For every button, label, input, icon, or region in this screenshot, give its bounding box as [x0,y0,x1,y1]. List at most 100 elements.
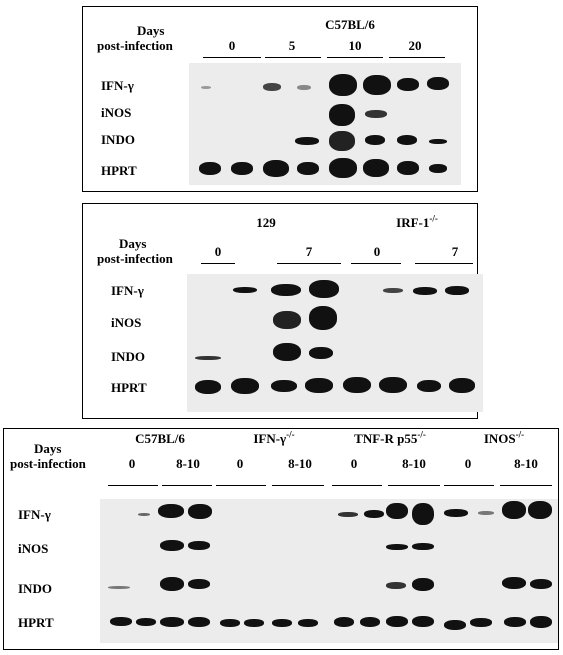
gene-label: INDO [101,132,135,147]
day-underline [327,57,383,58]
blot-band [412,616,434,627]
blot-band [386,544,408,550]
blot-band [445,286,469,295]
days-label-sub: post-infection [97,38,173,53]
day-underline [388,485,440,486]
blot-band [444,509,468,517]
blot-band [231,378,259,394]
blot-band [233,287,257,293]
blot-band [220,619,240,627]
gene-label: iNOS [111,315,142,330]
blot-band [530,579,552,589]
strain-label: IRF-1-/- [396,213,438,230]
blot-band [329,158,357,178]
blot-band [334,617,354,627]
blot-band [397,161,419,175]
blot-band [295,137,319,145]
blot-band [386,582,406,589]
blot-band [397,135,417,145]
blot-band [478,511,494,515]
blot-band [329,74,357,96]
days-label-sub: post-infection [10,456,86,471]
blot-band [108,586,130,589]
day-label: 0 [350,456,358,471]
blot-band [309,280,339,298]
day-label: 8-10 [288,456,312,471]
day-label: 0 [236,456,244,471]
blot-band [413,287,437,295]
blot-band [329,104,355,126]
blot-band [427,77,449,90]
blot-band [528,501,552,519]
blot-band [412,503,434,525]
blot-band [271,380,297,392]
day-underline [203,57,261,58]
blot-band [363,75,391,95]
day-underline [201,263,235,264]
day-label: 0 [128,456,136,471]
gene-label: HPRT [18,615,54,630]
blot-band [329,131,355,151]
blot-band [305,378,333,393]
day-label: 10 [348,38,362,53]
blot-band [444,620,466,630]
blot-band [360,617,380,627]
blot-band [199,162,221,175]
blot-band [188,617,210,627]
day-underline [444,485,494,486]
blot-band [429,164,447,173]
days-label-sub: post-infection [97,251,173,266]
blot-band [309,306,337,330]
blot-band [201,86,211,89]
blot-band [297,162,319,175]
day-underline [389,57,445,58]
day-label: 7 [451,244,459,259]
blot-band [271,284,301,296]
blot-band [412,578,434,591]
strain-label: IFN-γ-/- [253,429,295,446]
day-label: 0 [214,244,222,259]
day-underline [162,485,212,486]
strain-label: C57BL/6 [135,431,185,446]
panel-b: Days post-infection 129 IRF-1-/- 0 7 0 7… [82,203,483,419]
blot-band [338,512,358,517]
blot-band [244,619,264,627]
panel-c: Days post-infection C57BL/6 IFN-γ-/- TNF… [3,428,559,650]
blot-band [502,501,526,519]
blot-band [309,347,333,359]
blot-band [195,380,221,394]
blot-band [110,617,132,626]
day-label: 8-10 [176,456,200,471]
blot-image [189,63,461,185]
gene-label: HPRT [111,380,147,395]
blot-band [365,110,387,118]
gene-label: IFN-γ [111,283,144,298]
day-label: 5 [288,38,296,53]
day-underline [265,57,321,58]
blot-band [417,380,441,392]
day-underline [216,485,266,486]
blot-band [263,160,289,177]
blot-band [273,311,301,329]
blot-band [158,504,184,518]
days-label: Days [119,236,147,251]
blot-band [365,135,385,145]
strain-label: 129 [256,215,276,230]
day-label: 0 [228,38,236,53]
blot-band [297,85,311,90]
days-label: Days [137,23,165,38]
day-label: 7 [305,244,313,259]
gene-label: IFN-γ [18,507,51,522]
blot-band [363,159,389,177]
days-label: Days [34,441,62,456]
blot-band [449,378,475,393]
blot-band [195,356,221,360]
day-underline [500,485,552,486]
panel-a: Days post-infection C57BL/6 0 5 10 20 IF… [82,6,478,192]
gene-label: iNOS [101,105,132,120]
blot-band [160,617,184,627]
day-label: 8-10 [402,456,426,471]
blot-band [273,343,301,361]
gene-label: IFN-γ [101,78,134,93]
day-underline [351,263,401,264]
